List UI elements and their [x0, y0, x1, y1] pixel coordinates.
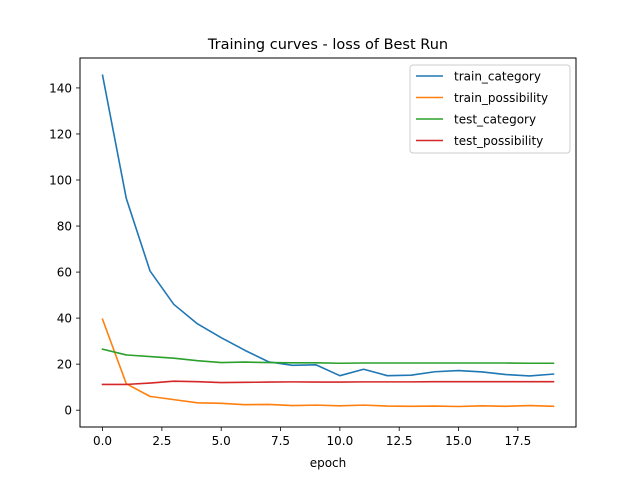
- x-tick-label: 10.0: [327, 434, 354, 448]
- x-axis-ticks: 0.0 2.5 5.0 7.5 10.0 12.5 15.0 17.5: [93, 427, 531, 448]
- x-tick-label: 7.5: [271, 434, 290, 448]
- y-tick-label: 20: [57, 358, 72, 372]
- x-tick-label: 5.0: [212, 434, 231, 448]
- y-tick-label: 40: [57, 312, 72, 326]
- series-line-train-possibility: [101, 318, 555, 408]
- x-tick-label: 12.5: [386, 434, 413, 448]
- y-tick-label: 140: [49, 81, 72, 95]
- series-line-train-category: [101, 74, 555, 377]
- y-axis-ticks: 0 20 40 60 80 100 120 140: [49, 81, 80, 418]
- y-tick-label: 0: [64, 404, 72, 418]
- legend-label: train_category: [454, 70, 541, 84]
- y-tick-label: 60: [57, 266, 72, 280]
- legend-label: train_possibility: [454, 91, 548, 105]
- x-axis-label: epoch: [310, 456, 347, 470]
- chart-title: Training curves - loss of Best Run: [207, 37, 448, 53]
- series-lines: [101, 74, 555, 408]
- y-tick-label: 100: [49, 174, 72, 188]
- y-tick-label: 80: [57, 220, 72, 234]
- x-tick-label: 15.0: [445, 434, 472, 448]
- legend-frame: [409, 64, 571, 154]
- x-tick-label: 2.5: [152, 434, 171, 448]
- legend: train_category train_possibility test_cate…: [409, 64, 571, 154]
- series-line-test-possibility: [101, 380, 555, 386]
- legend-label: test_possibility: [454, 134, 543, 148]
- legend-label: test_category: [454, 113, 536, 127]
- plot-frame: [79, 57, 577, 428]
- series-line-test-category: [101, 348, 555, 365]
- x-tick-label: 17.5: [504, 434, 531, 448]
- y-tick-label: 120: [49, 127, 72, 141]
- x-tick-label: 0.0: [93, 434, 112, 448]
